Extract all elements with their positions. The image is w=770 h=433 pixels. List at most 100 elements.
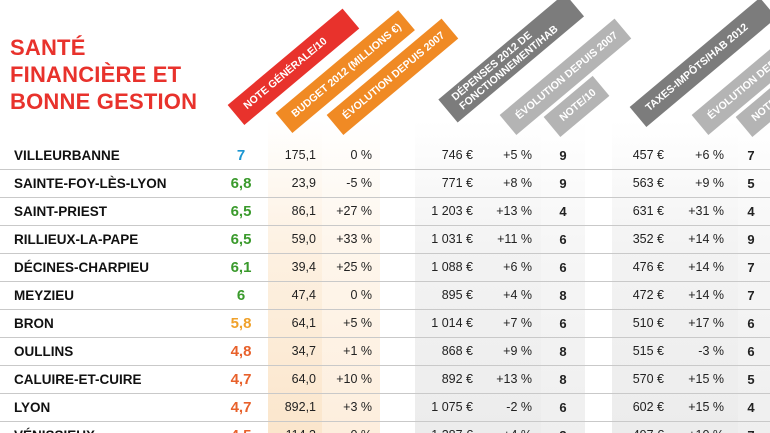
budget-value: 114,3	[268, 422, 316, 433]
city-name: MEYZIEU	[14, 288, 75, 303]
taxes-evolution: +9 %	[695, 176, 724, 190]
budget-evolution: 0 %	[350, 148, 372, 162]
expenses-note: 6	[559, 232, 567, 247]
taxes-note: 7	[747, 148, 755, 163]
taxes-value: 515 €	[632, 344, 664, 358]
general-note: 6,1	[230, 259, 252, 276]
budget-evolution: +3 %	[343, 400, 372, 414]
expenses-value: 771 €	[441, 176, 473, 190]
expenses-note: 3	[548, 422, 578, 433]
expenses-note: 4	[559, 204, 567, 219]
general-note: 4,7	[230, 399, 252, 416]
expenses-note: 6	[559, 400, 567, 415]
expenses-value: 1 031 €	[431, 232, 473, 246]
taxes-evolution: +15 %	[688, 372, 724, 386]
budget-value: 59,0	[291, 232, 316, 246]
expenses-evolution: +4 %	[503, 288, 532, 302]
expenses-note: 6	[559, 316, 567, 331]
expenses-evolution: +13 %	[496, 372, 532, 386]
budget-evolution: +25 %	[336, 260, 372, 274]
taxes-note: 4	[747, 400, 755, 415]
budget-evolution: +27 %	[336, 204, 372, 218]
city-name: SAINTE-FOY-LÈS-LYON	[14, 176, 167, 191]
city-name: LYON	[14, 400, 51, 415]
taxes-note: 6	[747, 344, 755, 359]
taxes-value: 352 €	[632, 232, 664, 246]
budget-evolution: +33 %	[336, 232, 372, 246]
taxes-evolution: +14 %	[688, 288, 724, 302]
taxes-note: 6	[747, 316, 755, 331]
city-name: RILLIEUX-LA-PAPE	[14, 232, 139, 247]
table-row: VILLEURBANNE 7 175,1 0 % 746 € +5 % 9 457 € +6 %…	[0, 142, 770, 170]
taxes-note: 5	[747, 176, 755, 191]
general-note: 7	[236, 147, 246, 164]
general-note: 6,8	[230, 175, 252, 192]
header-label-line1: DÉPENSES 2012 DE	[449, 29, 535, 104]
title-line: BONNE GESTION	[10, 89, 198, 114]
taxes-note: 9	[747, 232, 755, 247]
city-name: VÉNISSIEUX	[14, 422, 95, 433]
table-row: MEYZIEU 6 47,4 0 % 895 € +4 % 8 472 € +14 % 7	[0, 282, 770, 310]
general-note: 6,5	[230, 203, 252, 220]
taxes-evolution: +14 %	[688, 232, 724, 246]
taxes-value: 457 €	[632, 148, 664, 162]
taxes-note: 7	[740, 422, 762, 433]
table-row: CALUIRE-ET-CUIRE 4,7 64,0 +10 % 892 € +13 % 8 5…	[0, 366, 770, 394]
taxes-note: 5	[747, 372, 755, 387]
taxes-value: 472 €	[632, 288, 664, 302]
expenses-evolution: +4 %	[480, 422, 532, 433]
general-note: 4,7	[230, 371, 252, 388]
budget-evolution: -5 %	[346, 176, 372, 190]
expenses-note: 8	[559, 372, 567, 387]
budget-value: 34,7	[291, 344, 316, 358]
table-row: SAINTE-FOY-LÈS-LYON 6,8 23,9 -5 % 771 € +8 % 9…	[0, 170, 770, 198]
taxes-value: 476 €	[632, 260, 664, 274]
expenses-note: 9	[559, 176, 567, 191]
taxes-column-band	[612, 120, 738, 433]
city-table: VILLEURBANNE 7 175,1 0 % 746 € +5 % 9 457 € +6 %…	[0, 142, 770, 433]
taxes-note: 4	[747, 204, 755, 219]
expenses-value: 1 014 €	[431, 316, 473, 330]
taxes-note-column-band	[738, 120, 770, 433]
table-row: SAINT-PRIEST 6,5 86,1 +27 % 1 203 € +13 % 4 631…	[0, 198, 770, 226]
expenses-value: 892 €	[441, 372, 473, 386]
expenses-note: 8	[559, 288, 567, 303]
expenses-value: 895 €	[441, 288, 473, 302]
budget-evolution-column-band	[322, 120, 380, 433]
taxes-value: 570 €	[632, 372, 664, 386]
taxes-note: 7	[747, 288, 755, 303]
budget-value: 175,1	[284, 148, 316, 162]
budget-column-band	[268, 120, 322, 433]
general-note: 6	[236, 287, 246, 304]
expenses-evolution: +11 %	[497, 232, 532, 246]
general-note: 4,5	[222, 422, 260, 433]
budget-value: 64,1	[291, 316, 316, 330]
expenses-column-band	[415, 120, 541, 433]
budget-value: 892,1	[284, 400, 316, 414]
expenses-evolution: +5 %	[503, 148, 532, 162]
taxes-evolution: +6 %	[695, 148, 724, 162]
expenses-value: 868 €	[441, 344, 473, 358]
title-line: SANTÉ	[10, 35, 86, 60]
city-name: BRON	[14, 316, 54, 331]
expenses-value: 746 €	[441, 148, 473, 162]
expenses-note: 9	[559, 148, 567, 163]
expenses-note: 8	[559, 344, 567, 359]
expenses-note: 6	[559, 260, 567, 275]
expenses-value: 1 075 €	[431, 400, 473, 414]
budget-value: 23,9	[291, 176, 316, 190]
taxes-evolution: +17 %	[688, 316, 724, 330]
expenses-evolution: +6 %	[503, 260, 532, 274]
expenses-note-column-band	[541, 120, 585, 433]
expenses-evolution: +13 %	[496, 204, 532, 218]
taxes-evolution: +10 %	[674, 422, 724, 433]
city-name: CALUIRE-ET-CUIRE	[14, 372, 142, 387]
taxes-value: 497 €	[612, 422, 664, 433]
table-row: RILLIEUX-LA-PAPE 6,5 59,0 +33 % 1 031 € +11 %…	[0, 226, 770, 254]
budget-value: 86,1	[291, 204, 316, 218]
taxes-evolution: +14 %	[688, 260, 724, 274]
expenses-evolution: +8 %	[503, 176, 532, 190]
taxes-evolution: -3 %	[698, 344, 724, 358]
general-note: 6,5	[230, 231, 252, 248]
general-note: 5,8	[230, 315, 252, 332]
